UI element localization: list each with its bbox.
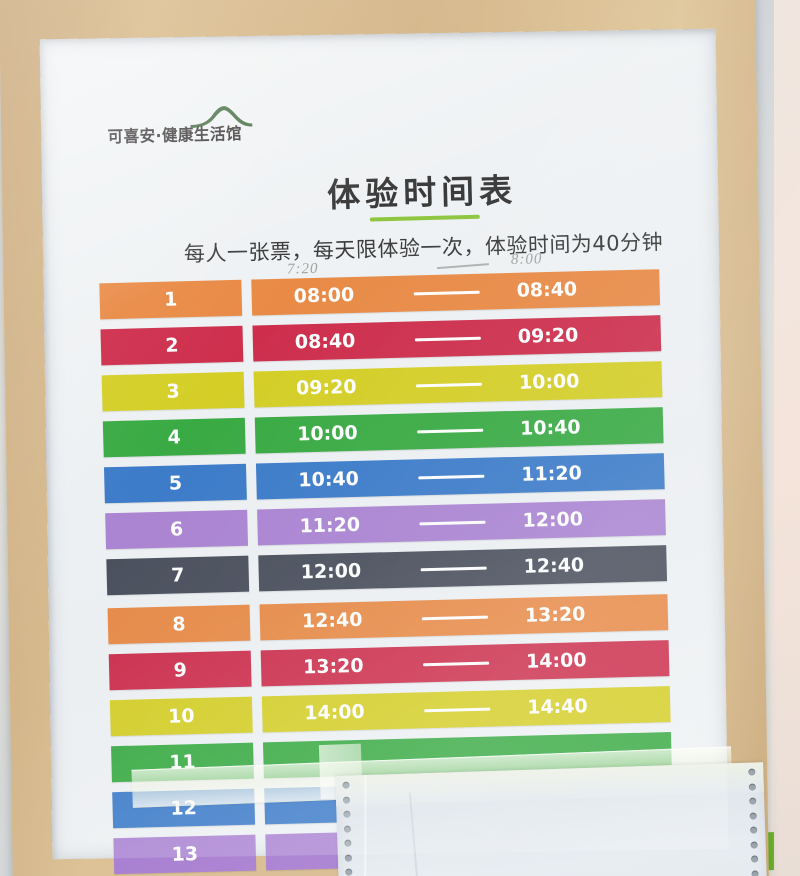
sprocket-hole	[342, 781, 350, 789]
sprocket-hole	[750, 840, 758, 849]
green-roof-icon	[190, 106, 253, 129]
handwritten-note-end: 8:00	[510, 251, 543, 268]
row-end-time: 13:20	[524, 603, 586, 627]
row-number-bar: 4	[102, 417, 246, 458]
sprocket-hole	[751, 869, 759, 876]
brand-logo: 可喜安·健康生活馆	[107, 104, 258, 148]
handwritten-note-dash	[437, 263, 489, 269]
schedule-row: 7 12:00 12:40	[106, 543, 767, 600]
row-time-bar: 13:20 14:00	[260, 640, 670, 687]
row-number-bar: 3	[101, 371, 245, 412]
row-time-separator	[417, 428, 484, 433]
row-start-time: 10:40	[298, 467, 360, 492]
sprocket-hole	[748, 782, 756, 791]
row-start-time: 11:20	[299, 513, 361, 538]
row-start-time: 08:00	[293, 283, 355, 308]
row-start-time: 10:00	[296, 421, 358, 446]
row-start-time: 12:00	[300, 559, 362, 584]
row-number-bar: 8	[107, 604, 251, 645]
row-start-time: 09:20	[295, 375, 357, 400]
wall-right-strip	[774, 0, 800, 876]
sprocket-hole	[748, 768, 756, 776]
row-number-bar: 2	[100, 325, 244, 366]
row-end-time: 14:40	[526, 695, 588, 719]
row-number-bar: 10	[109, 696, 253, 737]
title-underline	[369, 214, 480, 222]
sprocket-hole	[749, 811, 757, 820]
row-number-bar: 7	[106, 555, 250, 596]
row-time-separator	[418, 474, 485, 479]
sprocket-hole	[343, 810, 351, 818]
paper-crease-secondary	[408, 792, 424, 876]
row-time-separator	[413, 290, 480, 295]
handwritten-note-start: 7:20	[286, 260, 319, 278]
row-start-time: 13:20	[302, 654, 364, 679]
row-end-time: 14:00	[525, 649, 587, 673]
row-time-bar: 12:00 12:40	[258, 545, 668, 592]
sprocket-hole	[344, 839, 352, 847]
row-end-time: 10:40	[519, 416, 581, 440]
poster-subtitle: 每人一张票，每天限体验一次，体验时间为40分钟	[183, 230, 664, 267]
row-time-bar: 08:40 09:20	[252, 315, 662, 362]
sprocket-hole	[751, 855, 759, 863]
row-time-bar: 11:20 12:00	[257, 499, 666, 546]
row-time-separator	[414, 336, 481, 341]
row-time-separator	[421, 615, 488, 620]
wooden-picture-frame: 可喜安·健康生活馆 体验时间表 每人一张票，每天限体验一次，体验时间为40分钟 …	[0, 0, 770, 876]
row-end-time: 11:20	[521, 462, 583, 486]
row-end-time: 10:00	[518, 370, 580, 394]
page-title: 体验时间表	[326, 170, 518, 215]
sprocket-hole	[345, 868, 353, 876]
row-start-time: 14:00	[304, 700, 366, 725]
row-start-time: 12:40	[301, 608, 363, 633]
row-start-time: 08:40	[294, 329, 356, 354]
sprocket-hole	[750, 826, 758, 834]
schedule-poster: 可喜安·健康生活馆 体验时间表 每人一张票，每天限体验一次，体验时间为40分钟 …	[86, 74, 772, 876]
sprocket-hole	[343, 825, 352, 833]
frame-inner-board: 可喜安·健康生活馆 体验时间表 每人一张票，每天限体验一次，体验时间为40分钟 …	[39, 28, 770, 876]
sprocket-hole	[344, 854, 352, 862]
row-time-bar: 14:00 14:40	[261, 686, 671, 733]
blank-paper-cover	[335, 762, 770, 876]
row-time-separator	[419, 520, 486, 525]
row-time-separator	[415, 382, 483, 387]
row-end-time: 12:00	[522, 508, 584, 532]
row-number-bar: 6	[105, 509, 249, 550]
row-number-bar: 9	[108, 650, 252, 691]
row-time-separator	[424, 707, 491, 712]
row-time-bar: 09:20 10:00	[253, 361, 663, 408]
brand-logo-text: 可喜安·健康生活馆	[107, 124, 243, 147]
row-time-bar: 12:40 13:20	[259, 594, 669, 641]
row-number-bar: 13	[113, 834, 257, 875]
sprocket-hole	[342, 796, 351, 804]
row-end-time: 09:20	[517, 324, 579, 348]
row-number-bar: 5	[103, 463, 247, 504]
row-number-bar: 1	[99, 279, 243, 320]
paper-crease	[363, 775, 367, 876]
row-time-bar: 10:00 10:40	[254, 407, 664, 454]
row-time-separator	[423, 661, 490, 666]
row-time-bar: 10:40 11:20	[255, 453, 665, 500]
sprocket-hole	[749, 797, 757, 805]
schedule-group-morning: 1 08:00 08:40 2 08:40 09:20 3 09:20 10:00 4 10:00 1…	[99, 267, 767, 606]
row-time-separator	[420, 566, 487, 571]
row-end-time: 12:40	[523, 554, 585, 578]
row-end-time: 08:40	[516, 278, 578, 302]
